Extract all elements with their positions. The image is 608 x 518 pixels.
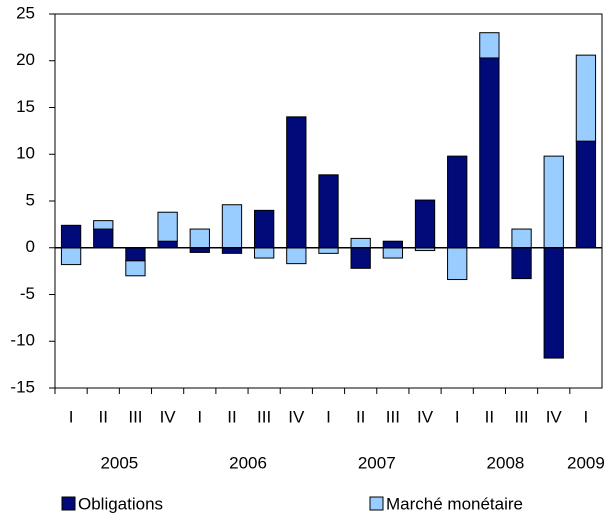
x-tick-label: I (69, 407, 74, 426)
bar (318, 247, 339, 254)
bar (318, 174, 339, 249)
bar (447, 155, 468, 249)
y-tick-label: -15 (10, 377, 35, 396)
bar (286, 116, 307, 249)
x-tick-label: II (99, 407, 108, 426)
x-tick-label: II (227, 407, 236, 426)
bar (253, 209, 275, 249)
bar (157, 240, 178, 249)
x-tick-label: III (128, 407, 142, 426)
bar (60, 224, 82, 249)
year-label: 2006 (229, 453, 267, 472)
bar (543, 247, 564, 359)
y-tick-label: 5 (26, 190, 35, 209)
bar (125, 260, 146, 277)
y-tick-label: -5 (20, 284, 35, 303)
x-tick-label: I (197, 407, 202, 426)
bar (286, 247, 307, 265)
bar (93, 228, 114, 249)
x-tick-label: IV (417, 407, 434, 426)
bar (511, 228, 532, 249)
x-tick-label: IV (160, 407, 177, 426)
bar (157, 211, 178, 242)
bar (60, 247, 82, 266)
bar (575, 54, 597, 142)
bar (575, 140, 597, 249)
legend-swatch (61, 496, 76, 511)
y-tick-label: 15 (16, 97, 35, 116)
y-tick-label: 20 (16, 50, 35, 69)
bar (350, 237, 371, 249)
bar (382, 240, 404, 249)
y-tick-label: 25 (16, 3, 35, 22)
x-tick-label: III (257, 407, 271, 426)
bar (253, 247, 275, 259)
y-tick-label: -10 (10, 331, 35, 350)
legend-swatch (369, 496, 384, 511)
x-tick-label: I (455, 407, 460, 426)
y-tick-label: 0 (26, 237, 35, 256)
x-tick-label: IV (546, 407, 563, 426)
x-tick-label: IV (288, 407, 305, 426)
x-tick-label: I (326, 407, 331, 426)
year-label: 2007 (358, 453, 396, 472)
bar (221, 247, 243, 254)
year-label: 2008 (487, 453, 525, 472)
bar (543, 155, 564, 249)
y-tick-label: 10 (16, 144, 35, 163)
year-label: 2009 (567, 453, 605, 472)
bar (414, 199, 436, 249)
x-tick-label: II (485, 407, 494, 426)
bar (350, 247, 371, 269)
bar (221, 204, 243, 249)
bar (189, 228, 210, 249)
x-tick-label: I (584, 407, 589, 426)
bar (125, 247, 146, 262)
bar (479, 57, 500, 249)
bar (511, 247, 532, 280)
bar (382, 247, 404, 259)
bar (479, 32, 500, 59)
bar (93, 220, 114, 230)
x-tick-label: III (514, 407, 528, 426)
legend-label: Obligations (78, 494, 163, 513)
x-tick-label: III (386, 407, 400, 426)
year-label: 2005 (100, 453, 138, 472)
plot-frame (54, 13, 603, 389)
x-tick-label: II (356, 407, 365, 426)
bar (447, 247, 468, 281)
legend-label: Marché monétaire (386, 494, 523, 513)
